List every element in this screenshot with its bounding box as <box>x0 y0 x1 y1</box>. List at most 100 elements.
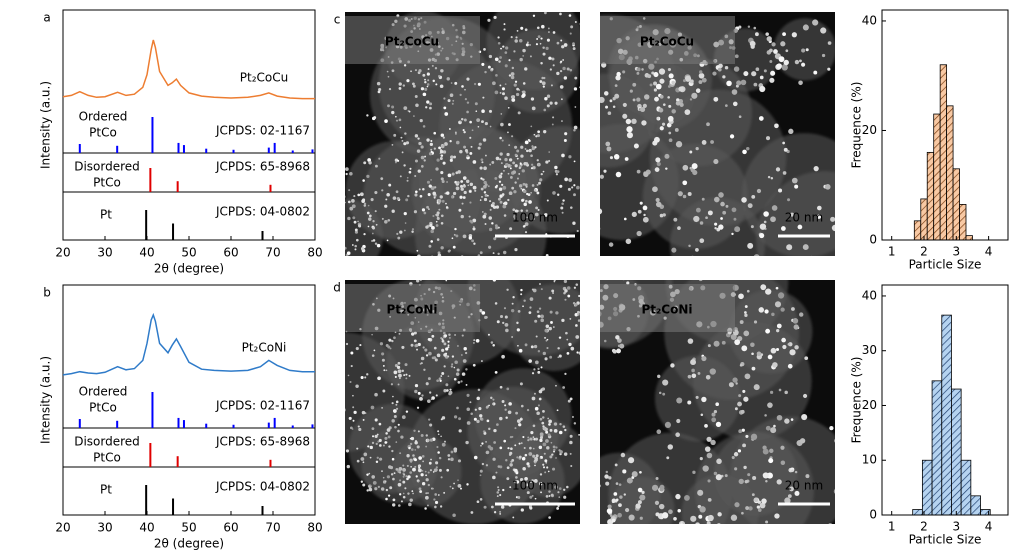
particle <box>409 498 413 502</box>
particle <box>514 80 518 83</box>
particle <box>525 2 527 4</box>
particle <box>429 106 432 110</box>
particle <box>504 315 508 319</box>
particle <box>492 344 495 347</box>
particle <box>535 360 539 365</box>
particle <box>433 346 437 350</box>
particle <box>548 296 552 300</box>
particle <box>499 136 502 140</box>
particle <box>542 427 546 430</box>
particle <box>466 421 471 425</box>
particle <box>590 20 594 24</box>
particle <box>751 352 754 356</box>
particle <box>698 514 703 519</box>
particle <box>368 214 372 218</box>
particle <box>695 88 701 93</box>
particle <box>701 77 707 83</box>
particle <box>510 447 513 451</box>
particle <box>666 456 670 460</box>
particle <box>498 187 503 191</box>
particle <box>384 220 388 224</box>
particle <box>793 324 799 330</box>
particle <box>462 234 467 239</box>
particle <box>439 84 444 89</box>
particle <box>730 514 738 521</box>
particle <box>625 238 632 245</box>
particle <box>569 452 572 455</box>
particle <box>739 363 743 367</box>
particle <box>481 360 483 362</box>
particle <box>604 474 609 479</box>
particle <box>372 226 376 230</box>
particle <box>494 57 499 62</box>
particle <box>572 47 576 51</box>
particle <box>699 506 706 513</box>
particle <box>526 462 530 466</box>
particle <box>720 201 725 207</box>
particle <box>474 102 478 106</box>
particle <box>520 288 523 292</box>
particle <box>524 453 528 457</box>
particle <box>426 100 430 104</box>
particle <box>345 342 349 346</box>
reference-name: PtCo <box>93 451 121 465</box>
particle <box>515 476 518 479</box>
particle <box>464 98 467 101</box>
particle <box>543 276 547 280</box>
particle <box>534 212 539 217</box>
particle <box>413 339 417 343</box>
particle <box>588 267 593 272</box>
particle <box>626 523 628 524</box>
particle <box>546 38 550 42</box>
x-tick-label: 50 <box>181 246 196 260</box>
particle <box>514 39 518 43</box>
particle <box>762 448 769 455</box>
particle <box>489 125 492 128</box>
particle <box>673 217 678 222</box>
image-caption: Pt₂CoCu <box>640 35 694 49</box>
particle <box>335 218 337 220</box>
particle <box>391 339 394 343</box>
particle <box>389 347 392 350</box>
particle <box>533 344 538 349</box>
particle <box>403 229 406 232</box>
particle <box>562 425 566 428</box>
reference-name: Pt <box>100 208 112 222</box>
particle <box>600 484 601 488</box>
particle <box>693 215 700 223</box>
particle <box>771 42 776 47</box>
particle <box>382 476 385 479</box>
particle <box>469 136 472 139</box>
particle <box>516 328 520 332</box>
particle <box>334 249 337 252</box>
particle <box>618 503 622 508</box>
particle <box>402 480 406 484</box>
particle <box>680 522 683 524</box>
particle <box>516 87 520 91</box>
particle <box>489 163 492 166</box>
particle <box>546 466 549 469</box>
particle <box>547 470 550 473</box>
particle <box>457 484 462 488</box>
particle <box>443 334 448 338</box>
particle <box>452 513 456 517</box>
particle <box>420 473 424 477</box>
particle <box>331 239 333 241</box>
particle <box>400 500 403 503</box>
particle <box>751 194 756 199</box>
particle <box>588 308 591 311</box>
particle <box>568 14 572 17</box>
particle <box>759 502 766 509</box>
particle <box>368 161 372 165</box>
particle <box>659 78 665 84</box>
reference-name: Pt <box>100 483 112 497</box>
micrograph <box>331 2 580 256</box>
particle <box>753 26 757 30</box>
particle <box>780 460 786 466</box>
particle <box>478 142 482 146</box>
y-tick-label: 0 <box>869 508 877 522</box>
particle <box>482 430 485 433</box>
particle <box>364 376 367 379</box>
particle <box>450 155 454 159</box>
particle <box>740 79 747 86</box>
